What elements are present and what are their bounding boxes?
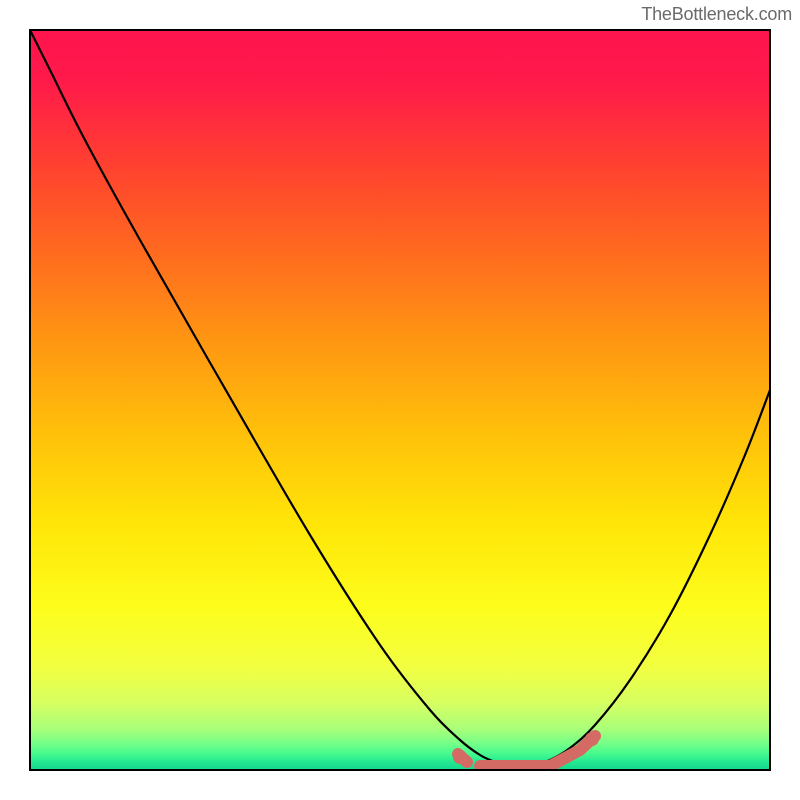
plot-background (30, 30, 770, 770)
highlight-dot (453, 750, 467, 764)
highlight-dot (585, 732, 599, 746)
watermark-text: TheBottleneck.com (641, 4, 792, 25)
chart-container: TheBottleneck.com (0, 0, 800, 800)
chart-svg (0, 0, 800, 800)
